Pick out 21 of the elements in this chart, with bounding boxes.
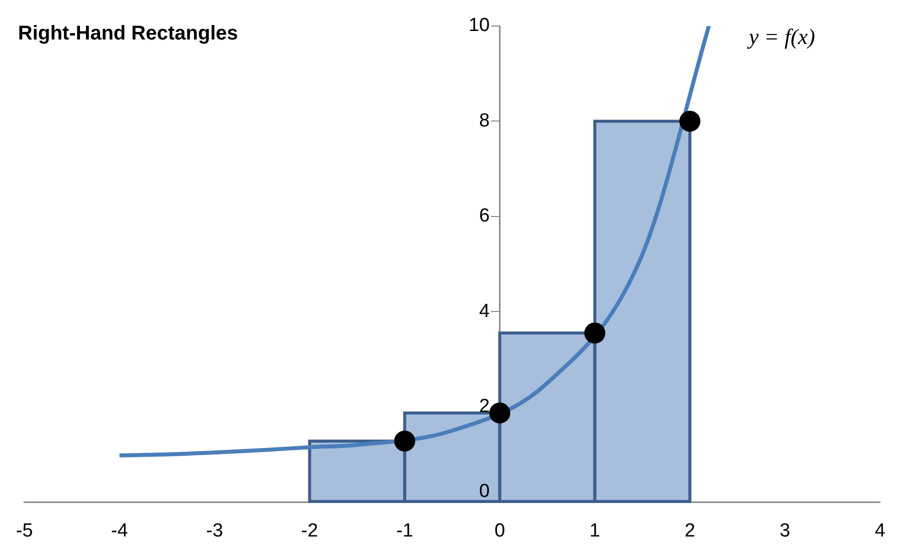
x-tick-label: 3: [780, 520, 790, 542]
y-tick-label: 4: [479, 300, 490, 322]
series-label: y = f(x): [746, 24, 816, 49]
y-tick-label: 0: [479, 481, 490, 502]
x-tick-label: 0: [494, 520, 506, 542]
x-tick-label: -1: [396, 520, 414, 542]
x-tick-label: -4: [111, 520, 128, 542]
y-tick-label: 10: [468, 15, 490, 36]
x-tick-label: -2: [301, 520, 318, 542]
point: [394, 430, 416, 452]
point: [679, 110, 700, 132]
x-tick-label: 2: [684, 520, 696, 542]
chart-title: Right-Hand Rectangles: [18, 22, 238, 45]
x-tick-label: -5: [16, 520, 33, 542]
point: [489, 402, 510, 424]
y-tick-label: 6: [479, 206, 490, 227]
y-tick-label: 8: [479, 110, 490, 132]
point: [584, 322, 606, 344]
x-tick-label: -3: [206, 520, 224, 542]
x-tick-label: 1: [590, 520, 600, 542]
x-tick-label: 4: [874, 520, 886, 542]
